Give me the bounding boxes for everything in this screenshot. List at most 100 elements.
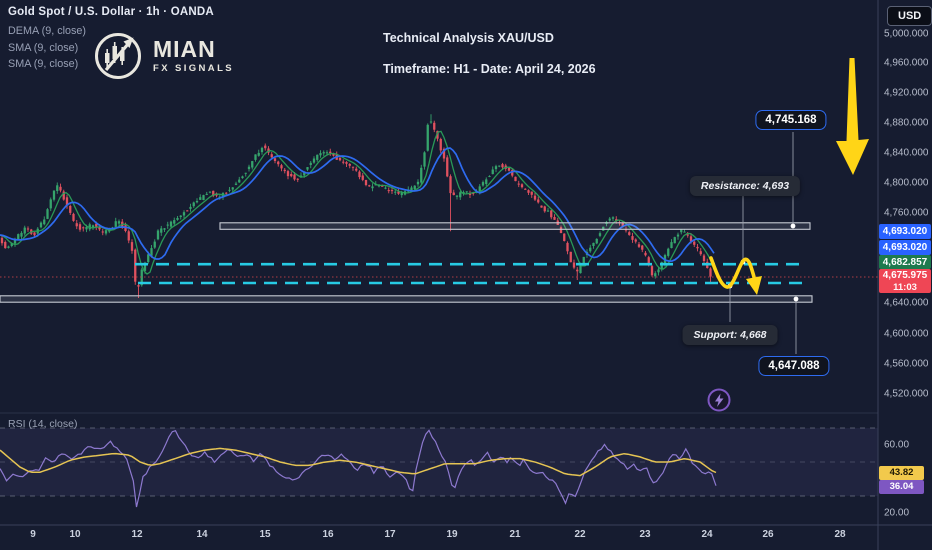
rsi-ma-line [0, 447, 717, 477]
candle-body [358, 171, 361, 178]
symbol-legend: Gold Spot / U.S. Dollar · 1h · OANDA DEM… [8, 6, 214, 73]
candle-body [699, 251, 702, 255]
candle-body [130, 242, 134, 251]
candle-body [709, 268, 712, 277]
candle-body [501, 164, 504, 168]
candle-body [49, 199, 52, 209]
candle-body [0, 237, 4, 244]
candle-body [338, 157, 342, 161]
candle-body [192, 202, 195, 207]
candle-body [208, 191, 212, 193]
candle-body [429, 121, 433, 123]
candle-body [488, 176, 491, 177]
candle-body [7, 246, 10, 248]
indicator-label-dema[interactable]: DEMA (9, close) [8, 25, 86, 37]
candle-body [46, 209, 49, 219]
candle-body [303, 172, 306, 176]
candle-body [296, 178, 299, 180]
resistance-tooltip[interactable]: Resistance: 4,693 [689, 176, 801, 196]
candle-body [550, 210, 553, 218]
candle-body [361, 175, 364, 180]
candle-body [514, 176, 517, 182]
price-axis-tick: 4,800.000 [884, 177, 929, 189]
candle-body [260, 147, 264, 153]
logo-candlestick-icon [95, 33, 141, 79]
candle-body [20, 232, 23, 237]
candle-body [667, 248, 670, 256]
candle-body [254, 154, 257, 160]
candle-body [293, 174, 296, 180]
upper-target-price-label[interactable]: 4,745.168 [755, 110, 827, 130]
candle-body [212, 190, 215, 196]
candle-body [702, 255, 706, 261]
candle-body [485, 179, 488, 184]
candle-body [670, 242, 673, 248]
candle-body [309, 162, 312, 165]
lightning-bolt-glyph [715, 393, 724, 407]
price-axis-tick: 4,560.000 [884, 358, 929, 370]
time-axis-tick: 24 [701, 529, 713, 540]
price-axis-tick: 4,880.000 [884, 117, 929, 129]
logo-tagline: FX SIGNALS [153, 62, 235, 74]
candle-body [348, 164, 351, 166]
candle-body [75, 223, 78, 227]
candle-body [517, 183, 520, 185]
currency-usd-button[interactable]: USD [887, 6, 932, 26]
candle-body [156, 230, 160, 240]
candle-body [4, 242, 7, 249]
rsi-ma-value-badge: 43.82 [879, 466, 924, 480]
time-axis-tick: 9 [30, 529, 36, 540]
candle-body [69, 206, 72, 213]
candle-body [10, 243, 13, 246]
candle-body [416, 181, 420, 185]
candle-body [637, 244, 641, 247]
candle-body [65, 197, 69, 206]
lower-target-price-label[interactable]: 4,647.088 [758, 356, 830, 376]
candle-body [127, 231, 130, 241]
candle-body [468, 193, 472, 195]
rsi-indicator-label[interactable]: RSI (14, close) [8, 418, 78, 430]
candle-body [572, 262, 576, 268]
candle-body [654, 273, 657, 277]
time-axis-tick: 19 [446, 529, 458, 540]
chart-annotation-titles: Technical Analysis XAU/USD Timeframe: H1… [383, 31, 596, 93]
candle-body [251, 161, 254, 168]
candle-body [355, 168, 358, 171]
candle-body [205, 193, 208, 195]
candle-body [533, 195, 537, 200]
logo-text: MIAN FX SIGNALS [153, 37, 234, 74]
candle-body [101, 231, 104, 233]
rsi-axis-tick: 20.00 [884, 507, 910, 519]
time-axis-tick: 12 [131, 529, 143, 540]
candle-body [680, 229, 683, 233]
candle-body [384, 187, 387, 189]
candle-body [78, 224, 82, 230]
candle-body [582, 256, 585, 264]
price-axis-tick: 5,000.000 [884, 28, 929, 40]
candle-body [13, 238, 17, 244]
candle-body [247, 166, 251, 170]
candle-body [52, 190, 56, 200]
candle-body [231, 187, 234, 190]
candle-body [143, 262, 147, 271]
price-line-badge: 4,693.020 [879, 240, 931, 255]
symbol-title[interactable]: Gold Spot / U.S. Dollar · 1h · OANDA [8, 6, 214, 18]
candle-body [481, 182, 485, 186]
candle-body [546, 210, 550, 212]
candle-body [595, 238, 598, 244]
candle-body [455, 195, 459, 197]
candle-body [371, 186, 374, 189]
candle-body [270, 154, 273, 158]
candle-body [322, 152, 325, 154]
indicator-label-sma-2[interactable]: SMA (9, close) [8, 58, 79, 70]
candle-body [520, 184, 524, 188]
candle-body [527, 190, 530, 193]
candle-body [553, 217, 556, 220]
candle-body [615, 219, 618, 221]
indicator-label-sma-1[interactable]: SMA (9, close) [8, 41, 79, 54]
candle-body [283, 169, 286, 172]
candle-body [33, 232, 36, 236]
support-tooltip[interactable]: Support: 4,668 [682, 325, 778, 345]
support-zone [0, 295, 813, 303]
